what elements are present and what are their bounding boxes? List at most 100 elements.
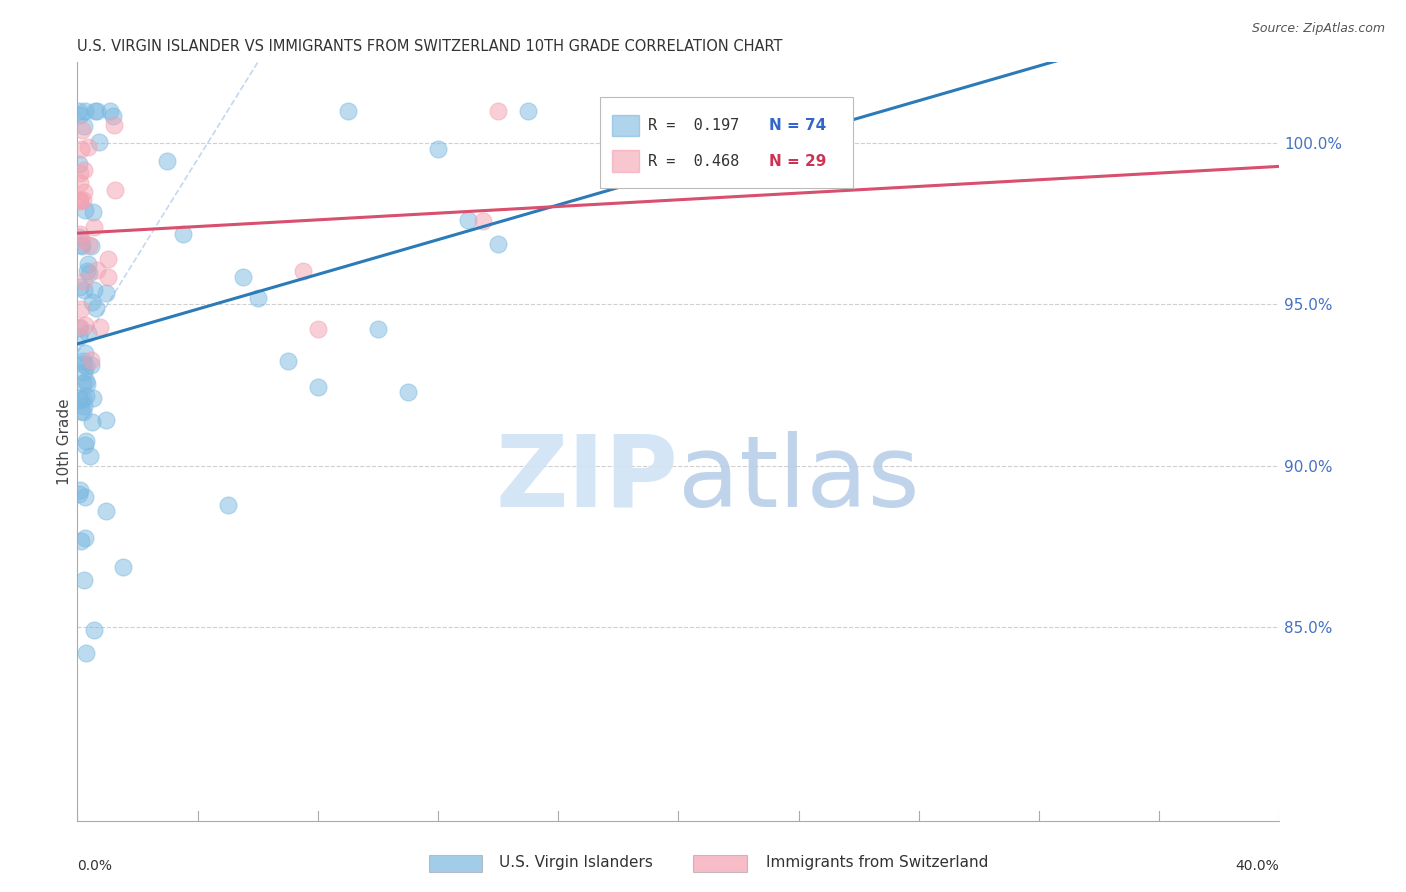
Point: [75, 438, 97, 452]
Point: [486, 103, 509, 118]
Text: N = 74: N = 74: [769, 118, 825, 133]
FancyBboxPatch shape: [612, 115, 638, 136]
Point: [70, 239, 93, 253]
Point: [79, 266, 101, 280]
Point: [517, 103, 540, 118]
Point: [89, 320, 111, 334]
Point: [69, 280, 91, 294]
Point: [75, 434, 97, 448]
Point: [67, 229, 90, 244]
Text: U.S. VIRGIN ISLANDER VS IMMIGRANTS FROM SWITZERLAND 10TH GRADE CORRELATION CHART: U.S. VIRGIN ISLANDER VS IMMIGRANTS FROM …: [77, 39, 783, 54]
Point: [307, 380, 329, 394]
Point: [73, 103, 96, 118]
Text: R =  0.468: R = 0.468: [648, 153, 740, 169]
Point: [72, 357, 94, 371]
Y-axis label: 10th Grade: 10th Grade: [56, 398, 72, 485]
Point: [84, 301, 107, 316]
Point: [82, 391, 104, 405]
Point: [73, 202, 96, 217]
Point: [86, 263, 108, 277]
Point: [72, 194, 94, 208]
Point: [232, 269, 254, 284]
Point: [70, 233, 93, 247]
Point: [104, 183, 127, 197]
Text: 0.0%: 0.0%: [77, 859, 112, 873]
Point: [172, 227, 194, 241]
Point: [73, 366, 96, 380]
Point: [367, 321, 389, 335]
Point: [336, 103, 359, 118]
Point: [75, 318, 97, 333]
FancyBboxPatch shape: [600, 96, 852, 187]
Point: [73, 573, 96, 587]
Point: [69, 176, 91, 190]
Point: [73, 531, 96, 545]
Point: [69, 142, 91, 156]
Text: U.S. Virgin Islanders: U.S. Virgin Islanders: [499, 855, 652, 870]
Text: ZIP: ZIP: [495, 431, 679, 528]
Point: [70, 534, 93, 549]
Point: [246, 291, 269, 305]
Point: [96, 270, 118, 285]
Point: [72, 376, 94, 390]
Point: [69, 108, 91, 122]
Point: [307, 321, 329, 335]
Point: [76, 264, 98, 278]
Point: [73, 163, 96, 178]
Point: [457, 213, 479, 227]
Point: [67, 330, 90, 344]
Point: [83, 283, 105, 297]
Point: [83, 219, 105, 234]
Point: [486, 237, 509, 252]
Point: [69, 193, 91, 207]
Point: [96, 504, 118, 518]
Point: [69, 166, 91, 180]
Point: [69, 227, 91, 241]
Point: [98, 103, 121, 118]
Point: [472, 213, 495, 227]
Point: [73, 399, 96, 413]
Point: [73, 283, 96, 297]
Point: [73, 346, 96, 360]
Point: [72, 405, 94, 419]
Text: N = 29: N = 29: [769, 153, 825, 169]
Point: [80, 295, 103, 310]
Point: [67, 321, 90, 335]
Text: Immigrants from Switzerland: Immigrants from Switzerland: [766, 855, 988, 870]
Text: Source: ZipAtlas.com: Source: ZipAtlas.com: [1251, 22, 1385, 36]
Point: [82, 415, 104, 429]
Point: [70, 123, 93, 137]
Point: [396, 384, 419, 399]
Point: [94, 413, 117, 427]
Point: [75, 389, 97, 403]
Point: [217, 498, 239, 512]
Point: [67, 391, 90, 405]
Point: [69, 483, 91, 497]
Point: [76, 377, 98, 392]
Point: [77, 139, 100, 153]
Point: [67, 487, 90, 501]
Point: [86, 103, 108, 118]
Point: [89, 135, 111, 149]
Point: [69, 301, 91, 316]
Point: [75, 375, 97, 389]
Point: [76, 257, 98, 271]
Point: [72, 353, 94, 368]
Point: [277, 353, 299, 368]
Point: [75, 490, 97, 504]
Point: [427, 142, 450, 156]
Point: [156, 153, 179, 168]
Point: [69, 320, 91, 334]
FancyBboxPatch shape: [612, 151, 638, 171]
Point: [96, 285, 118, 300]
Point: [67, 103, 90, 118]
Point: [73, 185, 96, 199]
Point: [69, 393, 91, 408]
Point: [83, 623, 105, 637]
Point: [67, 157, 90, 171]
Point: [80, 353, 103, 368]
Point: [79, 450, 101, 464]
Point: [69, 194, 91, 209]
Point: [84, 103, 107, 118]
Point: [291, 264, 314, 278]
